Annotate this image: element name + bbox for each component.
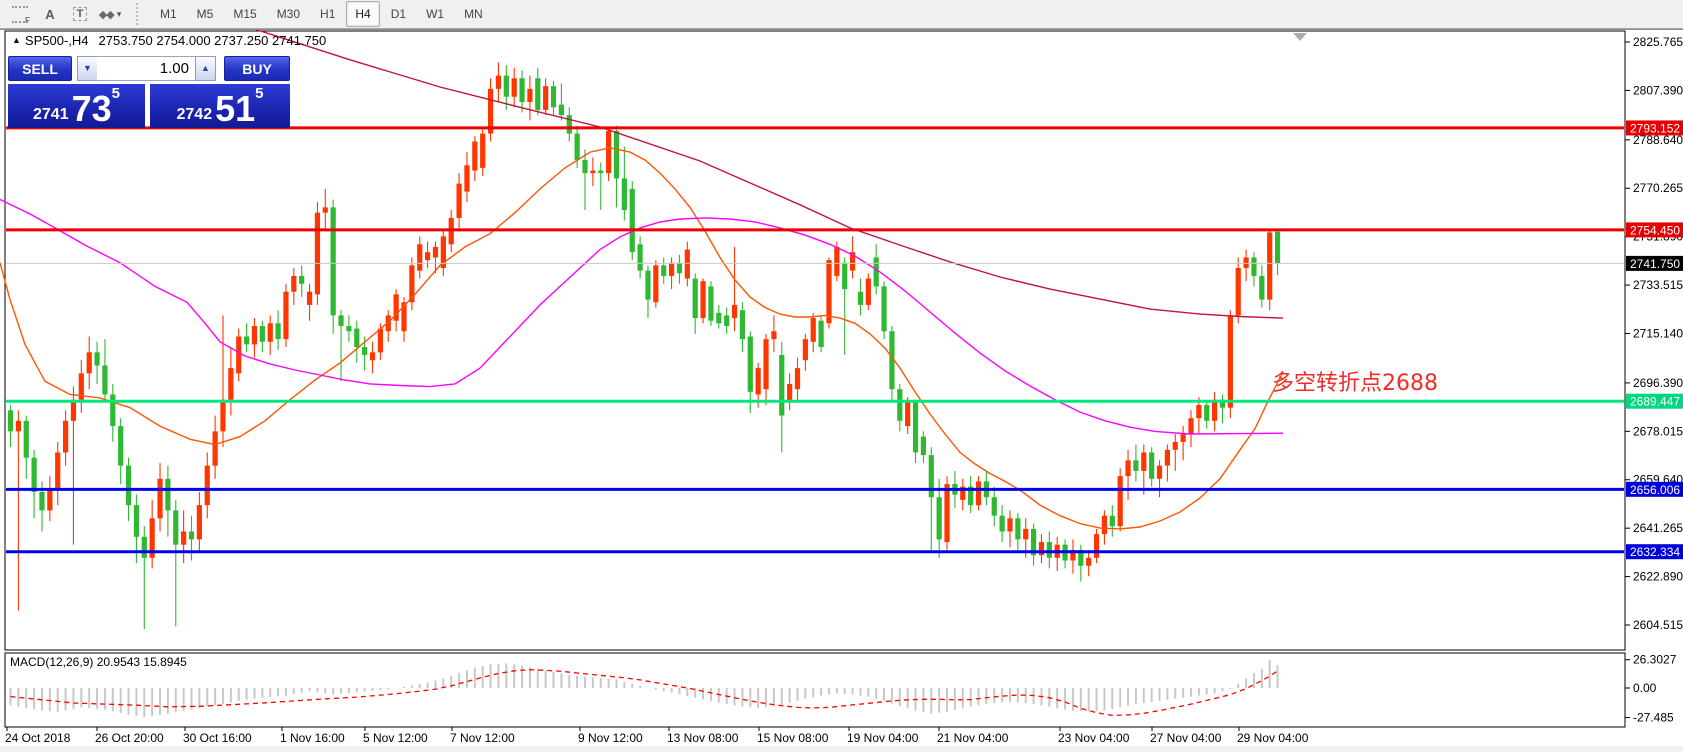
timeframe-button-w1[interactable]: W1 bbox=[426, 7, 445, 21]
chart-ohlc-header: ▲ SP500-,H4 2753.750 2754.000 2737.250 274… bbox=[12, 33, 326, 48]
sell-button[interactable]: SELL bbox=[8, 56, 72, 81]
time-axis-label: 5 Nov 12:00 bbox=[363, 731, 428, 745]
chart-shift-marker[interactable] bbox=[1293, 33, 1307, 41]
time-axis-label: 15 Nov 08:00 bbox=[757, 731, 829, 745]
price-badge: 2689.447 bbox=[1626, 393, 1683, 409]
time-axis-label: 30 Oct 16:00 bbox=[183, 731, 252, 745]
price-tick-label: 2604.515 bbox=[1633, 618, 1683, 632]
price-tick-label: 2807.390 bbox=[1633, 83, 1683, 97]
symbol-label: SP500-,H4 bbox=[24, 33, 89, 48]
label-tool-button[interactable]: T bbox=[66, 2, 94, 26]
svg-text:2793.152: 2793.152 bbox=[1630, 121, 1680, 135]
price-tick-label: 2622.890 bbox=[1633, 570, 1683, 584]
time-axis-label: 26 Oct 20:00 bbox=[95, 731, 164, 745]
ma-long-line bbox=[251, 27, 1284, 319]
time-axis: 24 Oct 2018 26 Oct 20:00 30 Oct 16:00 1 Nov… bbox=[5, 727, 1309, 745]
time-axis-label: 13 Nov 08:00 bbox=[667, 731, 739, 745]
time-axis-label: 1 Nov 16:00 bbox=[280, 731, 345, 745]
svg-text:2754.450: 2754.450 bbox=[1630, 223, 1680, 237]
price-badge: 2793.152 bbox=[1626, 120, 1683, 136]
time-axis-label: 21 Nov 04:00 bbox=[937, 731, 1009, 745]
price-tick-label: 2825.765 bbox=[1633, 35, 1683, 49]
price-tick-label: 2696.390 bbox=[1633, 376, 1683, 390]
time-axis-label: 19 Nov 04:00 bbox=[847, 731, 919, 745]
buy-price-pips: 51 bbox=[215, 88, 256, 129]
price-tick-label: 2641.265 bbox=[1633, 521, 1683, 535]
price-tick-label: 2788.640 bbox=[1633, 133, 1683, 147]
volume-input[interactable] bbox=[97, 56, 195, 81]
volume-decrease-button[interactable]: ▼ bbox=[77, 56, 97, 81]
ma-slow-line bbox=[0, 198, 1284, 435]
buy-price-display[interactable]: 2742 51 5 bbox=[150, 84, 290, 128]
ohlc-values: 2753.750 2754.000 2737.250 2741.750 bbox=[98, 33, 327, 48]
timeframe-button-m30[interactable]: M30 bbox=[276, 7, 301, 21]
timeframe-button-m5[interactable]: M5 bbox=[196, 7, 214, 21]
moving-averages bbox=[0, 27, 1284, 530]
trend-turning-point-annotation: 多空转折点2688 bbox=[1272, 371, 1438, 396]
svg-text:2632.334: 2632.334 bbox=[1630, 545, 1680, 559]
timeframe-button-h4[interactable]: H4 bbox=[346, 1, 380, 27]
svg-text:2741.750: 2741.750 bbox=[1630, 257, 1680, 271]
chart-frame bbox=[0, 30, 1683, 752]
timeframe-button-m15[interactable]: M15 bbox=[233, 7, 257, 21]
time-axis-label: 29 Nov 04:00 bbox=[1237, 731, 1309, 745]
timeframe-button-d1[interactable]: D1 bbox=[390, 7, 407, 21]
price-badge: 2741.750 bbox=[1626, 255, 1683, 271]
drawing-tools-group: F A T ◆◆ ▾ bbox=[0, 2, 130, 26]
volume-increase-button[interactable]: ▲ bbox=[195, 56, 216, 81]
fibonacci-tool-button[interactable]: F bbox=[6, 2, 34, 26]
buy-price-point: 5 bbox=[255, 85, 264, 102]
time-axis-label: 7 Nov 12:00 bbox=[450, 731, 515, 745]
macd-indicator-label: MACD(12,26,9) 20.9543 15.8945 bbox=[10, 655, 187, 669]
ma-fast-line bbox=[0, 147, 1284, 530]
svg-text:2656.006: 2656.006 bbox=[1630, 483, 1680, 497]
timeframe-button-m1[interactable]: M1 bbox=[160, 7, 177, 21]
price-tick-label: 2715.140 bbox=[1633, 327, 1683, 341]
time-axis-label: 9 Nov 12:00 bbox=[578, 731, 643, 745]
shapes-icon: ◆◆ bbox=[98, 8, 115, 21]
price-badge: 2632.334 bbox=[1626, 544, 1683, 560]
shapes-tool-button[interactable]: ◆◆ ▾ bbox=[96, 2, 124, 26]
time-axis-label: 24 Oct 2018 bbox=[5, 731, 71, 745]
toolbar-separator bbox=[136, 3, 139, 25]
chevron-down-icon: ▾ bbox=[116, 8, 122, 19]
sell-price-pips: 73 bbox=[71, 88, 112, 129]
timeframe-button-mn[interactable]: MN bbox=[464, 7, 483, 21]
time-axis-label: 27 Nov 04:00 bbox=[1150, 731, 1222, 745]
time-axis-label: 23 Nov 04:00 bbox=[1058, 731, 1130, 745]
timeframe-button-h1[interactable]: H1 bbox=[320, 7, 336, 21]
text-tool-button[interactable]: A bbox=[36, 2, 64, 26]
macd-tick-label: -27.485 bbox=[1633, 711, 1674, 725]
price-tick-label: 2733.515 bbox=[1633, 278, 1683, 292]
macd-name: MACD(12,26,9) bbox=[10, 655, 94, 669]
sell-price-main: 2741 bbox=[33, 106, 69, 123]
macd-values: 20.9543 15.8945 bbox=[96, 655, 187, 669]
top-toolbar: F A T ◆◆ ▾ M1 M5 M15 M30 H1 H4 D1 W1 MN bbox=[0, 0, 1683, 29]
chart-shift bbox=[1293, 33, 1307, 41]
macd-tick-label: 26.3027 bbox=[1633, 653, 1677, 667]
label-icon: T bbox=[72, 7, 88, 21]
macd-signal-line bbox=[10, 669, 1278, 717]
macd-pane: 26.3027 0.00 -27.485 bbox=[9, 653, 1677, 725]
timeframe-group: M1 M5 M15 M30 H1 H4 D1 W1 MN bbox=[145, 1, 498, 27]
svg-text:2689.447: 2689.447 bbox=[1630, 395, 1680, 409]
text-icon: A bbox=[45, 6, 55, 22]
price-badge: 2656.006 bbox=[1626, 481, 1683, 497]
fibonacci-icon: F bbox=[12, 5, 30, 25]
macd-tick-label: 0.00 bbox=[1633, 681, 1657, 695]
symbol-collapse-icon[interactable]: ▲ bbox=[12, 35, 21, 45]
buy-button[interactable]: BUY bbox=[224, 56, 290, 81]
price-tick-label: 2770.265 bbox=[1633, 181, 1683, 195]
price-axis: 2825.7652807.3902788.6402770.2652751.890… bbox=[1625, 35, 1683, 632]
buy-price-main: 2742 bbox=[176, 106, 213, 123]
price-badge: 2754.450 bbox=[1626, 222, 1683, 238]
sell-price-display[interactable]: 2741 73 5 bbox=[8, 84, 145, 128]
sell-price-point: 5 bbox=[111, 85, 120, 102]
price-tick-label: 2678.015 bbox=[1633, 424, 1683, 438]
